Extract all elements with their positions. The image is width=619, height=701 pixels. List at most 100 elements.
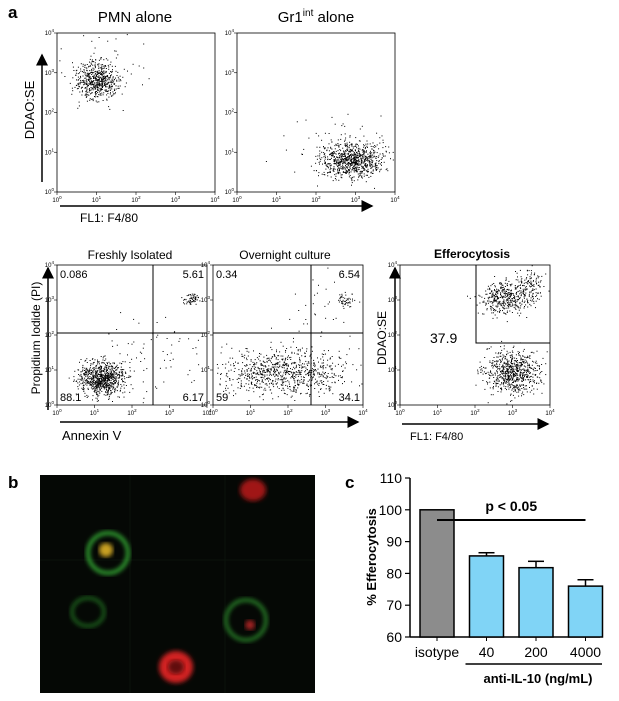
event-dot <box>107 391 108 392</box>
event-dot <box>530 372 531 373</box>
event-dot <box>94 75 95 76</box>
event-dot <box>525 287 526 288</box>
event-dot <box>372 166 373 167</box>
event-dot <box>93 76 94 77</box>
event-dot <box>536 301 537 302</box>
event-dot <box>80 76 81 77</box>
event-dot <box>494 300 495 301</box>
event-dot <box>95 73 96 74</box>
event-dot <box>108 392 109 393</box>
event-dot <box>483 302 484 303</box>
event-dot <box>532 385 533 386</box>
event-dot <box>111 374 112 375</box>
event-dot <box>513 293 514 294</box>
event-dot <box>228 388 229 389</box>
event-dot <box>501 388 502 389</box>
event-dot <box>532 365 533 366</box>
event-dot <box>89 66 90 67</box>
event-dot <box>358 159 359 160</box>
event-dot <box>361 162 362 163</box>
event-dot <box>107 75 108 76</box>
event-dot <box>505 373 506 374</box>
event-dot <box>338 167 339 168</box>
event-dot <box>355 146 356 147</box>
event-dot <box>102 87 103 88</box>
event-dot <box>112 66 113 67</box>
event-dot <box>339 168 340 169</box>
event-dot <box>78 379 79 380</box>
event-dot <box>106 383 107 384</box>
event-dot <box>91 379 92 380</box>
event-dot <box>107 100 108 101</box>
event-dot <box>510 357 511 358</box>
event-dot <box>263 399 264 400</box>
event-dot <box>94 84 95 85</box>
event-dot <box>320 161 321 162</box>
event-dot <box>195 297 196 298</box>
event-dot <box>524 296 525 297</box>
event-dot <box>491 365 492 366</box>
event-dot <box>510 293 511 294</box>
event-dot <box>330 169 331 170</box>
event-dot <box>61 48 62 49</box>
event-dot <box>491 394 492 395</box>
event-dot <box>526 278 527 279</box>
event-dot <box>99 83 100 84</box>
event-dot <box>504 293 505 294</box>
event-dot <box>529 357 530 358</box>
tick-label: 103 <box>508 408 518 417</box>
event-dot <box>122 361 123 362</box>
y-tick-label: 110 <box>380 470 403 486</box>
event-dot <box>524 363 525 364</box>
event-dot <box>367 164 368 165</box>
event-dot <box>343 370 344 371</box>
event-dot <box>102 84 103 85</box>
event-dot <box>270 379 271 380</box>
event-dot <box>89 73 90 74</box>
event-dot <box>352 163 353 164</box>
event-dot <box>498 368 499 369</box>
event-dot <box>505 280 506 281</box>
event-dot <box>270 374 271 375</box>
tick-exponent: 0 <box>51 187 54 192</box>
event-dot <box>517 368 518 369</box>
event-dot <box>513 385 514 386</box>
event-dot <box>97 64 98 65</box>
event-dot <box>100 383 101 384</box>
event-dot <box>351 170 352 171</box>
event-dot <box>518 392 519 393</box>
event-dot <box>338 300 339 301</box>
event-dot <box>263 366 264 367</box>
event-dot <box>110 90 111 91</box>
event-dot <box>119 376 120 377</box>
event-dot <box>249 376 250 377</box>
event-dot <box>350 135 351 136</box>
event-dot <box>108 390 109 391</box>
event-dot <box>527 282 528 283</box>
event-dot <box>516 367 517 368</box>
event-dot <box>502 358 503 359</box>
event-dot <box>118 378 119 379</box>
event-dot <box>100 375 101 376</box>
plot-frame <box>213 265 363 405</box>
event-dot <box>308 372 309 373</box>
event-dot <box>97 76 98 77</box>
event-dot <box>504 288 505 289</box>
event-dot <box>528 379 529 380</box>
event-dot <box>114 383 115 384</box>
event-dot <box>291 363 292 364</box>
event-dot <box>353 155 354 156</box>
event-dot <box>116 369 117 370</box>
event-dot <box>95 59 96 60</box>
event-dot <box>505 386 506 387</box>
event-dot <box>355 167 356 168</box>
event-dot <box>515 304 516 305</box>
event-dot <box>525 371 526 372</box>
tick-exponent: 2 <box>51 108 54 113</box>
event-dot <box>284 362 285 363</box>
event-dot <box>110 393 111 394</box>
event-dot <box>350 161 351 162</box>
event-dot <box>280 379 281 380</box>
event-dot <box>512 388 513 389</box>
event-dot <box>503 382 504 383</box>
